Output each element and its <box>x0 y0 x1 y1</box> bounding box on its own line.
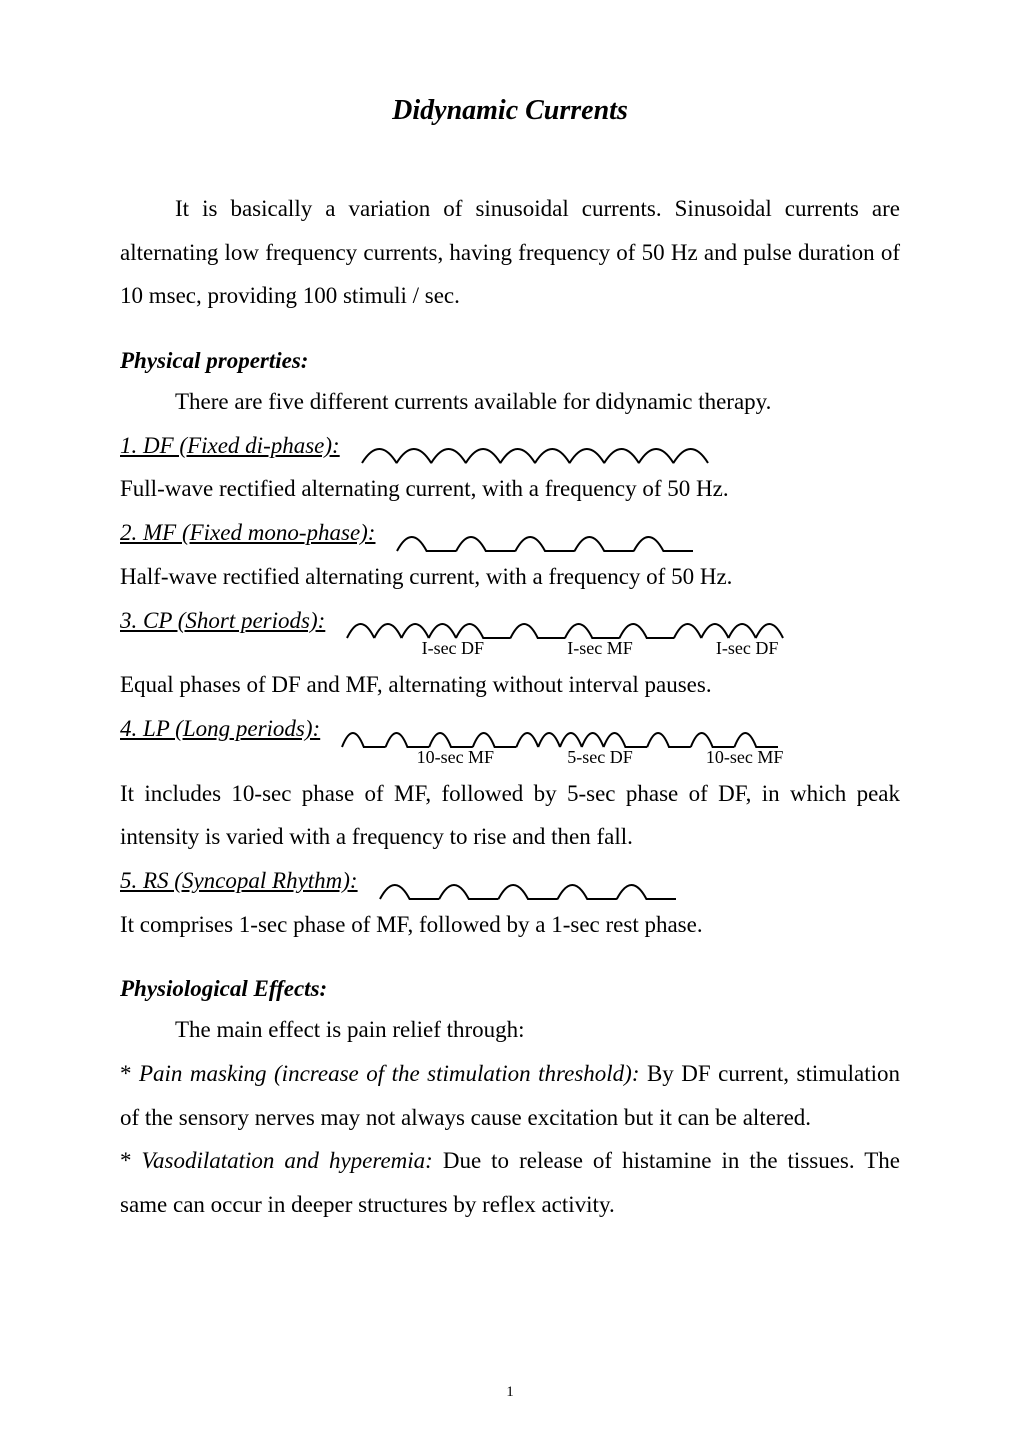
mf-desc: Half-wave rectified alternating current,… <box>120 555 900 599</box>
df-waveform-icon <box>360 431 710 467</box>
page-number: 1 <box>0 1384 1020 1401</box>
properties-intro: There are five different currents availa… <box>120 380 900 424</box>
mf-label: 2. MF (Fixed mono-phase): <box>120 511 375 555</box>
lp-sublabel-1: 5-sec DF <box>567 747 633 768</box>
mf-waveform-icon <box>395 519 695 555</box>
effect-1-em: Vasodilatation and hyperemia: <box>142 1148 433 1173</box>
lp-desc: It includes 10-sec phase of MF, followed… <box>120 772 900 859</box>
lp-label: 4. LP (Long periods): <box>120 707 320 751</box>
mf-row: 2. MF (Fixed mono-phase): <box>120 511 900 555</box>
lp-sublabel-2: 10-sec MF <box>706 747 784 768</box>
lp-sublabels: 10-sec MF 5-sec DF 10-sec MF <box>380 747 820 768</box>
lp-sublabel-0: 10-sec MF <box>417 747 495 768</box>
df-label: 1. DF (Fixed di-phase): <box>120 424 340 468</box>
df-row: 1. DF (Fixed di-phase): <box>120 424 900 468</box>
rs-waveform-icon <box>378 867 678 903</box>
cp-label: 3. CP (Short periods): <box>120 599 325 643</box>
cp-sublabel-1: I-sec MF <box>567 638 633 659</box>
cp-row: 3. CP (Short periods): <box>120 599 900 643</box>
lp-waveform-icon <box>340 715 780 751</box>
effect-1: * Vasodilatation and hyperemia: Due to r… <box>120 1139 900 1226</box>
properties-heading: Physical properties: <box>120 348 900 374</box>
page-title: Didynamic Currents <box>120 95 900 127</box>
cp-sublabel-0: I-sec DF <box>422 638 484 659</box>
rs-label: 5. RS (Syncopal Rhythm): <box>120 859 358 903</box>
df-desc: Full-wave rectified alternating current,… <box>120 467 900 511</box>
cp-sublabel-2: I-sec DF <box>716 638 778 659</box>
rs-desc: It comprises 1-sec phase of MF, followed… <box>120 903 900 947</box>
lp-row: 4. LP (Long periods): <box>120 707 900 751</box>
intro-paragraph: It is basically a variation of sinusoida… <box>120 187 900 318</box>
effect-1-star: * <box>120 1148 142 1173</box>
page: Didynamic Currents It is basically a var… <box>0 0 1020 1441</box>
cp-desc: Equal phases of DF and MF, alternating w… <box>120 663 900 707</box>
effect-0: * Pain masking (increase of the stimulat… <box>120 1052 900 1139</box>
effects-intro: The main effect is pain relief through: <box>120 1008 900 1052</box>
effects-heading: Physiological Effects: <box>120 976 900 1002</box>
effect-0-em: Pain masking (increase of the stimulatio… <box>139 1061 640 1086</box>
cp-sublabels: I-sec DF I-sec MF I-sec DF <box>380 638 820 659</box>
rs-row: 5. RS (Syncopal Rhythm): <box>120 859 900 903</box>
cp-waveform-icon <box>345 606 785 642</box>
effect-0-star: * <box>120 1061 139 1086</box>
